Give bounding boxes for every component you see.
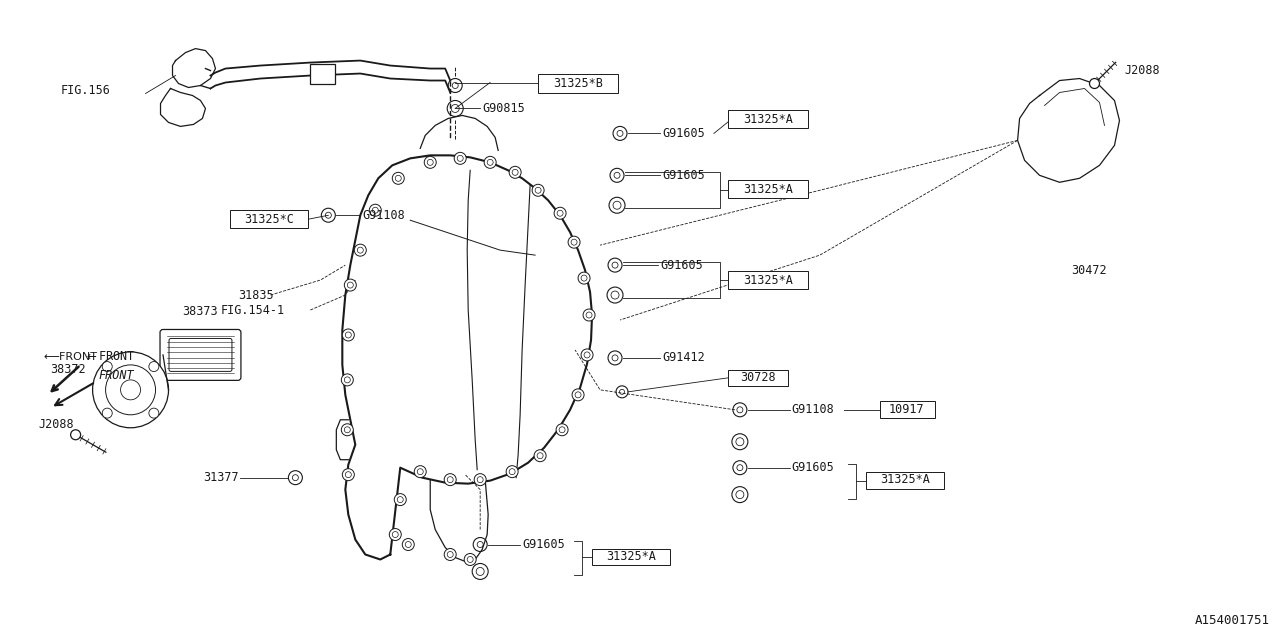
Text: 30728: 30728: [740, 371, 776, 385]
Bar: [728, 111, 808, 129]
Circle shape: [370, 204, 381, 216]
Text: 38373: 38373: [183, 305, 219, 317]
Circle shape: [70, 430, 81, 440]
Circle shape: [509, 166, 521, 179]
Circle shape: [92, 352, 169, 428]
Text: G91605: G91605: [522, 538, 564, 551]
Text: FRONT: FRONT: [99, 369, 134, 382]
Bar: [593, 548, 669, 566]
Circle shape: [474, 474, 486, 486]
Bar: [728, 180, 808, 198]
Circle shape: [584, 309, 595, 321]
Circle shape: [342, 468, 355, 481]
Bar: [865, 472, 943, 488]
Text: 31325*A: 31325*A: [605, 550, 655, 563]
Circle shape: [556, 424, 568, 436]
Text: FIG.154-1: FIG.154-1: [220, 303, 284, 317]
Text: 31325*A: 31325*A: [742, 183, 792, 196]
Text: G91605: G91605: [660, 259, 703, 271]
Circle shape: [102, 408, 113, 418]
FancyBboxPatch shape: [160, 330, 241, 380]
Circle shape: [415, 466, 426, 477]
Circle shape: [444, 548, 456, 561]
Circle shape: [355, 244, 366, 256]
Text: 31325*A: 31325*A: [879, 473, 929, 486]
Circle shape: [579, 272, 590, 284]
Circle shape: [484, 156, 497, 168]
Text: 31325*A: 31325*A: [742, 273, 792, 287]
Text: G91108: G91108: [362, 209, 404, 221]
Text: 31835: 31835: [238, 289, 274, 301]
Text: G91605: G91605: [792, 461, 835, 474]
Text: 31325*C: 31325*C: [244, 212, 294, 226]
Text: 31325*B: 31325*B: [553, 77, 603, 90]
Circle shape: [102, 362, 113, 372]
Text: 31377: 31377: [202, 471, 238, 484]
Circle shape: [402, 538, 415, 550]
Text: J2088: J2088: [38, 419, 74, 431]
Circle shape: [342, 424, 353, 436]
Bar: [310, 63, 335, 83]
Text: G90815: G90815: [483, 102, 525, 115]
Text: A154001751: A154001751: [1194, 614, 1270, 627]
Circle shape: [581, 349, 593, 361]
Bar: [538, 74, 618, 93]
Bar: [728, 271, 808, 289]
Circle shape: [148, 362, 159, 372]
Circle shape: [568, 236, 580, 248]
Circle shape: [572, 389, 584, 401]
Text: FIG.156: FIG.156: [60, 84, 110, 97]
Circle shape: [532, 184, 544, 196]
Circle shape: [424, 156, 436, 168]
Circle shape: [394, 493, 406, 506]
Text: $\leftarrow$FRONT: $\leftarrow$FRONT: [83, 351, 136, 364]
Text: G91605: G91605: [662, 127, 705, 140]
Circle shape: [342, 374, 353, 386]
Text: J2088: J2088: [1124, 64, 1160, 77]
Circle shape: [454, 152, 466, 164]
Bar: [879, 401, 934, 418]
Circle shape: [392, 172, 404, 184]
Circle shape: [554, 207, 566, 220]
Circle shape: [465, 554, 476, 566]
Text: G91605: G91605: [662, 169, 705, 182]
Text: 30472: 30472: [1071, 264, 1107, 276]
Circle shape: [389, 529, 401, 541]
Text: 38372: 38372: [50, 364, 86, 376]
Text: 10917: 10917: [888, 403, 924, 416]
Text: ⟵FRONT: ⟵FRONT: [44, 352, 97, 362]
Text: G91412: G91412: [662, 351, 705, 364]
Bar: [230, 210, 308, 228]
Circle shape: [444, 474, 456, 486]
Circle shape: [506, 466, 518, 477]
Bar: [728, 370, 787, 386]
Circle shape: [534, 450, 547, 461]
Text: G91108: G91108: [792, 403, 835, 416]
Circle shape: [344, 279, 356, 291]
Circle shape: [148, 408, 159, 418]
Text: 31325*A: 31325*A: [742, 113, 792, 126]
Circle shape: [1089, 79, 1100, 88]
Circle shape: [342, 329, 355, 341]
